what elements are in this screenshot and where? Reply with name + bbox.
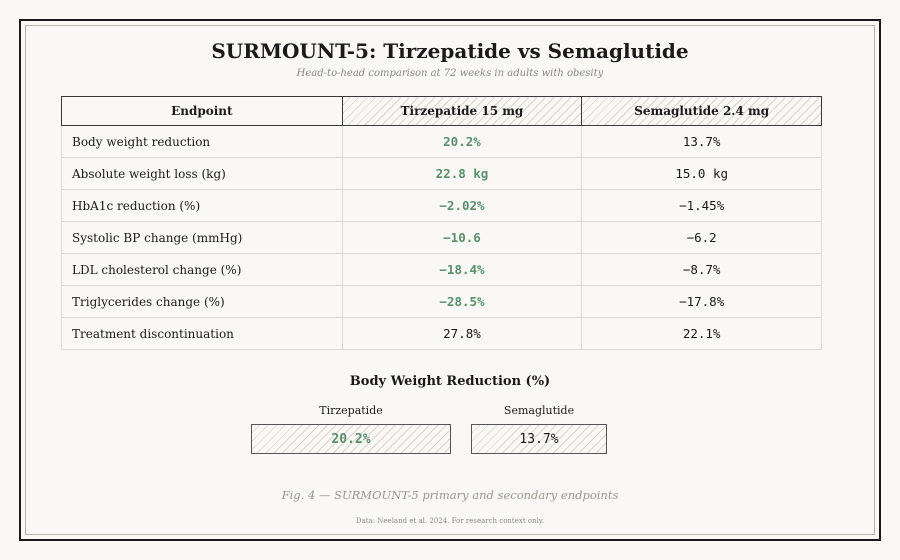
tirzepatide-value-cell: −18.4% [341, 253, 583, 286]
tirzepatide-value-cell: 22.8 kg [341, 157, 583, 190]
chart-title: Body Weight Reduction (%) [349, 374, 551, 389]
semaglutide-value-cell: 22.1% [581, 317, 822, 350]
page-title: SURMOUNT-5: Tirzepatide vs Semaglutide [211, 39, 689, 63]
table-header-row: Endpoint Tirzepatide 15 mg Semaglutide 2… [61, 96, 822, 126]
endpoint-cell: Triglycerides change (%) [61, 285, 343, 318]
table-row: HbA1c reduction (%) −2.02% −1.45% [61, 189, 822, 222]
bar-semaglutide: 13.7% [471, 424, 607, 454]
comparison-table: Endpoint Tirzepatide 15 mg Semaglutide 2… [61, 96, 822, 350]
table-row: Absolute weight loss (kg) 22.8 kg 15.0 kg [61, 157, 822, 190]
endpoint-cell: Treatment discontinuation [61, 317, 343, 350]
bar-label-tirzepatide: Tirzepatide [319, 404, 383, 417]
semaglutide-value-cell: 15.0 kg [581, 157, 822, 190]
tirzepatide-value-cell: 27.8% [341, 317, 583, 350]
semaglutide-value-cell: −8.7% [581, 253, 822, 286]
semaglutide-value-cell: −17.8% [581, 285, 822, 318]
table-row: LDL cholesterol change (%) −18.4% −8.7% [61, 253, 822, 286]
figure-caption: Fig. 4 — SURMOUNT-5 primary and secondar… [281, 488, 619, 502]
endpoint-cell: Body weight reduction [61, 125, 343, 158]
semaglutide-value-cell: −1.45% [581, 189, 822, 222]
tirzepatide-value-cell: 20.2% [341, 125, 583, 158]
tirzepatide-value-cell: −10.6 [341, 221, 583, 254]
bar-value-label: 13.7% [519, 431, 559, 447]
semaglutide-value-cell: 13.7% [581, 125, 822, 158]
page-subtitle: Head-to-head comparison at 72 weeks in a… [296, 68, 604, 79]
endpoint-cell: HbA1c reduction (%) [61, 189, 343, 222]
header-tirzepatide: Tirzepatide 15 mg [341, 96, 583, 126]
bar-label-semaglutide: Semaglutide [503, 404, 575, 417]
header-endpoint: Endpoint [61, 96, 343, 126]
table-row: Treatment discontinuation 27.8% 22.1% [61, 317, 822, 350]
endpoint-cell: LDL cholesterol change (%) [61, 253, 343, 286]
source-note: Data: Neeland et al. 2024. For research … [355, 517, 545, 525]
bar-tirzepatide: 20.2% [251, 424, 451, 454]
inner-frame: SURMOUNT-5: Tirzepatide vs Semaglutide H… [25, 25, 875, 535]
semaglutide-value-cell: −6.2 [581, 221, 822, 254]
tirzepatide-value-cell: −28.5% [341, 285, 583, 318]
table-row: Triglycerides change (%) −28.5% −17.8% [61, 285, 822, 318]
table-row: Systolic BP change (mmHg) −10.6 −6.2 [61, 221, 822, 254]
bar-value-label: 20.2% [331, 431, 371, 447]
header-semaglutide: Semaglutide 2.4 mg [581, 96, 822, 126]
outer-frame: SURMOUNT-5: Tirzepatide vs Semaglutide H… [19, 19, 881, 541]
table-row: Body weight reduction 20.2% 13.7% [61, 125, 822, 158]
endpoint-cell: Absolute weight loss (kg) [61, 157, 343, 190]
endpoint-cell: Systolic BP change (mmHg) [61, 221, 343, 254]
tirzepatide-value-cell: −2.02% [341, 189, 583, 222]
